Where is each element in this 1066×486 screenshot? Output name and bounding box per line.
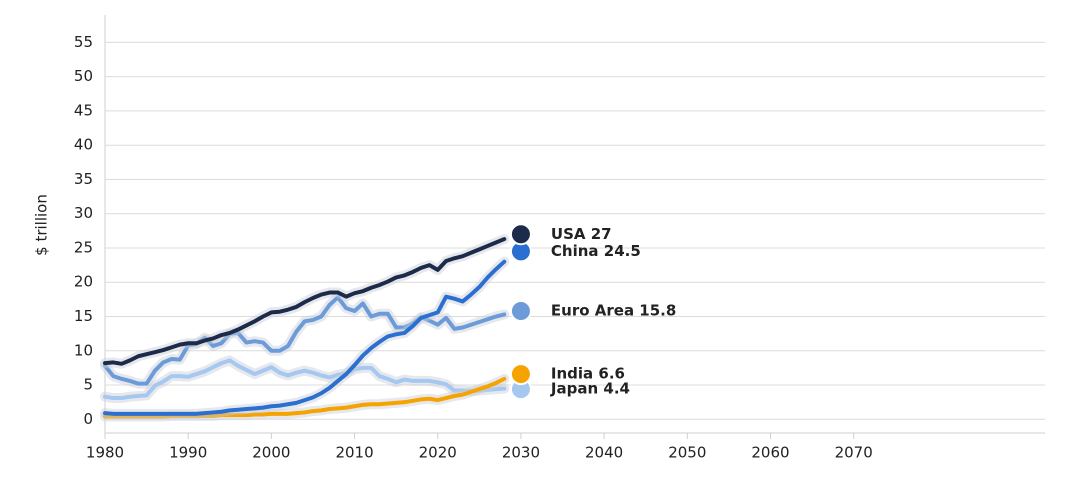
series-line	[103, 358, 507, 401]
end-dot	[509, 363, 532, 386]
end-label: Japan 4.4	[550, 380, 630, 398]
x-tick-label: 2030	[502, 444, 540, 462]
series-line	[103, 295, 507, 386]
series-line	[103, 259, 507, 416]
end-dot	[509, 300, 532, 323]
series-line	[103, 376, 507, 419]
y-tick-label: 45	[74, 101, 93, 119]
end-label: Euro Area 15.8	[551, 302, 676, 320]
y-tick-label: 35	[74, 170, 93, 188]
series-line	[103, 237, 507, 366]
x-tick-label: 2070	[835, 444, 873, 462]
y-tick-label: 30	[74, 204, 93, 222]
end-label: China 24.5	[551, 242, 641, 260]
y-axis-label: $ trillion	[33, 194, 51, 256]
y-tick-label: 0	[83, 410, 93, 428]
x-tick-label: 1980	[86, 444, 124, 462]
y-tick-label: 10	[74, 341, 93, 359]
x-tick-label: 2010	[335, 444, 373, 462]
end-dot	[509, 223, 532, 246]
x-tick-label: 1990	[169, 444, 207, 462]
x-tick-label: 2050	[668, 444, 706, 462]
x-tick-label: 2060	[751, 444, 789, 462]
x-tick-label: 2020	[419, 444, 457, 462]
y-tick-label: 20	[74, 273, 93, 291]
y-tick-label: 15	[74, 307, 93, 325]
y-tick-label: 5	[83, 376, 93, 394]
x-tick-label: 2040	[585, 444, 623, 462]
end-label: USA 27	[551, 225, 612, 243]
y-tick-label: 50	[74, 67, 93, 85]
y-tick-label: 25	[74, 238, 93, 256]
x-tick-label: 2000	[252, 444, 290, 462]
line-halo	[100, 256, 510, 419]
y-tick-label: 40	[74, 136, 93, 154]
y-tick-label: 55	[74, 33, 93, 51]
end-label: India 6.6	[551, 365, 625, 383]
